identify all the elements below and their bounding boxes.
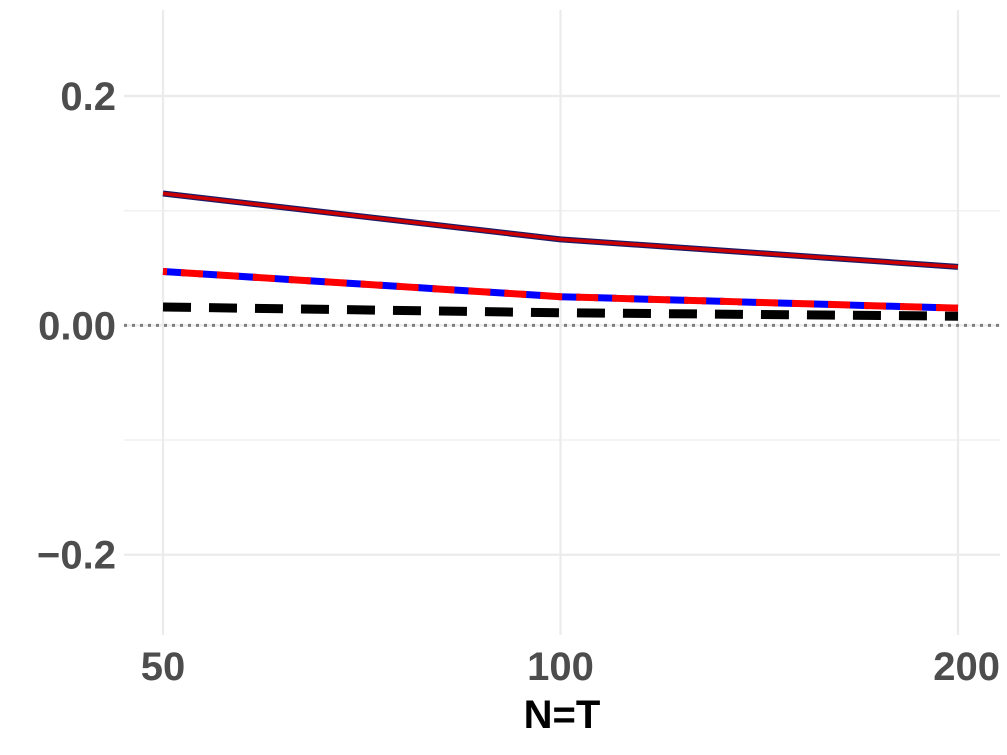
series-layer bbox=[162, 190, 959, 321]
y-tick-label: 0.2 bbox=[60, 75, 116, 119]
series-line bbox=[162, 302, 959, 321]
y-tick-label: 0.00 bbox=[38, 304, 116, 348]
x-tick-label: 50 bbox=[141, 645, 186, 689]
x-axis-title: N=T bbox=[524, 693, 601, 737]
y-tick-label: −0.2 bbox=[37, 534, 116, 578]
y-axis-tick-labels: −0.2 0.00 0.2 bbox=[37, 75, 116, 578]
grid-lines bbox=[124, 10, 1000, 635]
x-tick-label: 100 bbox=[527, 645, 594, 689]
x-axis-tick-labels: 50 100 200 bbox=[141, 645, 1000, 689]
x-tick-label: 200 bbox=[933, 645, 1000, 689]
series-line bbox=[162, 191, 959, 269]
series-line bbox=[162, 267, 959, 312]
